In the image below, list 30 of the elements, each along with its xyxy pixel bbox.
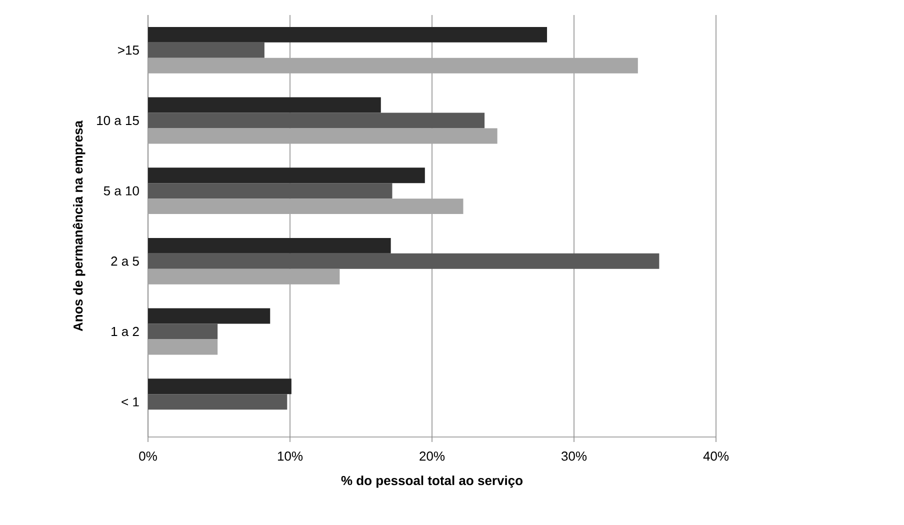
y-tick-label: 10 a 15	[97, 116, 139, 126]
y-tick-label: >15	[118, 46, 139, 55]
x-tick-label: 10%	[278, 452, 303, 461]
x-tick-label: 30%	[562, 452, 587, 461]
bar	[148, 128, 498, 144]
bar	[148, 324, 218, 340]
x-axis-title: % do pessoal total ao serviço	[341, 476, 523, 488]
bar	[148, 183, 392, 199]
y-tick-label: < 1	[122, 397, 139, 406]
bar	[148, 198, 464, 214]
bar	[148, 58, 638, 74]
y-tick-label: 1 a 2	[112, 326, 139, 336]
bar	[148, 253, 660, 269]
bar	[148, 394, 288, 410]
y-tick-label: 2 a 5	[111, 256, 139, 266]
y-axis-title: Anos de permanência na empresa	[72, 120, 86, 332]
x-tick-label: 40%	[703, 452, 729, 461]
x-tick-label: 20%	[420, 452, 445, 461]
y-tick-label: 5 a 10	[104, 186, 139, 196]
bar	[148, 339, 218, 355]
bar	[148, 268, 340, 284]
bar	[148, 26, 548, 42]
bar	[148, 97, 381, 113]
bar	[148, 308, 270, 324]
bar	[148, 112, 485, 128]
bar	[148, 168, 425, 184]
bar	[148, 378, 292, 394]
bar	[148, 42, 264, 58]
x-tick-label: 0%	[139, 452, 157, 461]
bar	[148, 238, 391, 254]
